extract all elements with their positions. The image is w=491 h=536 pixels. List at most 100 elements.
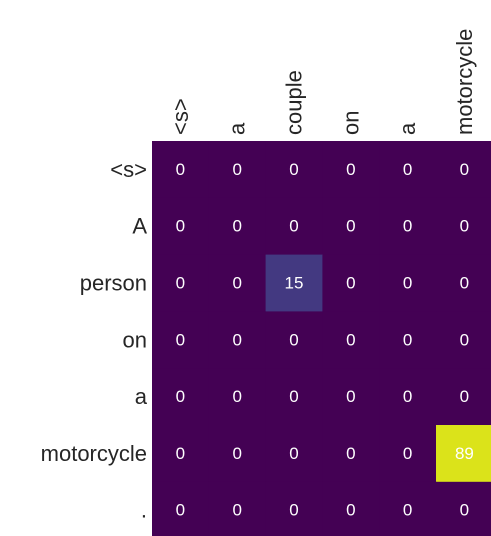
heatmap-cell-r4-c3	[322, 368, 380, 426]
column-label-a-4: a	[395, 122, 420, 135]
cell-value-label-r2-c3: 0	[346, 274, 355, 293]
cell-value-label-r1-c2: 0	[289, 217, 298, 236]
cell-value-label-r6-c5: 0	[460, 501, 469, 520]
column-label-a-1: a	[225, 122, 250, 135]
heatmap-cell-r5-c0	[152, 425, 210, 483]
heatmap-cell-r0-c1	[208, 141, 267, 199]
heatmap-cell-r5-c1	[208, 425, 267, 483]
heatmap-cell-r6-c2	[265, 481, 323, 536]
column-label-s-0: <s>	[168, 98, 193, 135]
cell-value-label-r6-c1: 0	[232, 501, 241, 520]
row-label-s-0: <s>	[110, 157, 147, 182]
heatmap-cells: 0 0 0 0 0 0 0 0 0 0 0 0 0 0 15 0 0 0 0 0 0 0 0 0 0 0 0 0 0 0 0 0 0 0 0 89 0 0…	[152, 141, 491, 536]
cell-value-label-r3-c0: 0	[176, 330, 185, 349]
cell-value-label-r0-c4: 0	[403, 160, 412, 179]
heatmap-cell-r3-c0	[152, 311, 210, 369]
cell-value-label-r2-c5: 0	[460, 274, 469, 293]
cell-value-label-r4-c2: 0	[289, 387, 298, 406]
heatmap-cell-r6-c0	[152, 481, 210, 536]
cell-value-label-r3-c1: 0	[232, 330, 241, 349]
heatmap-cell-r5-c5	[436, 425, 491, 483]
cell-value-label-r0-c1: 0	[232, 160, 241, 179]
heatmap-cell-r0-c4	[379, 141, 437, 199]
heatmap-cell-r5-c2	[265, 425, 323, 483]
heatmap-cell-r5-c3	[322, 425, 380, 483]
cell-value-label-r0-c5: 0	[460, 160, 469, 179]
column-label-couple-2: couple	[282, 70, 307, 135]
column-label-motorcycle-5: motorcycle	[452, 29, 477, 135]
heatmap-cell-r2-c0	[152, 254, 210, 312]
cell-value-label-r4-c3: 0	[346, 387, 355, 406]
row-label-person-2: person	[80, 271, 147, 296]
heatmap-cell-r4-c0	[152, 368, 210, 426]
row-label-motorcycle-5: motorcycle	[41, 441, 147, 466]
cell-value-label-r1-c1: 0	[232, 217, 241, 236]
cell-value-label-r6-c3: 0	[346, 501, 355, 520]
cell-value-label-r1-c4: 0	[403, 217, 412, 236]
cell-value-label-r3-c2: 0	[289, 330, 298, 349]
heatmap-cell-r4-c2	[265, 368, 323, 426]
heatmap-cell-r3-c5	[436, 311, 491, 369]
cell-value-label-r5-c4: 0	[403, 444, 412, 463]
row-label-a-1: A	[132, 214, 147, 239]
cell-value-label-r5-c1: 0	[232, 444, 241, 463]
heatmap-cell-r2-c3	[322, 254, 380, 312]
cell-value-label-r1-c5: 0	[460, 217, 469, 236]
cell-value-label-r0-c3: 0	[346, 160, 355, 179]
cell-value-label-r5-c3: 0	[346, 444, 355, 463]
cell-value-label-r0-c0: 0	[176, 160, 185, 179]
heatmap-cell-r0-c0	[152, 141, 210, 199]
cell-value-label-r5-c0: 0	[176, 444, 185, 463]
heatmap-cell-r6-c4	[379, 481, 437, 536]
heatmap-cell-r1-c5	[436, 197, 491, 256]
heatmap-cell-r3-c3	[322, 311, 380, 369]
heatmap-cell-r4-c1	[208, 368, 267, 426]
cell-value-label-r1-c0: 0	[176, 217, 185, 236]
row-label-symbol-6: .	[141, 498, 147, 523]
heatmap-cell-r2-c4	[379, 254, 437, 312]
heatmap-cell-r2-c2	[265, 254, 323, 312]
cell-value-label-r5-c5: 89	[455, 444, 474, 463]
heatmap-cell-r4-c4	[379, 368, 437, 426]
heatmap-cell-r3-c4	[379, 311, 437, 369]
cell-value-label-r3-c4: 0	[403, 330, 412, 349]
cell-value-label-r6-c0: 0	[176, 501, 185, 520]
column-label-on-3: on	[338, 111, 363, 135]
heatmap-cell-r1-c0	[152, 197, 210, 256]
heatmap-cell-r0-c5	[436, 141, 491, 199]
cell-value-label-r6-c2: 0	[289, 501, 298, 520]
heatmap-cell-r0-c2	[265, 141, 323, 199]
cell-value-label-r0-c2: 0	[289, 160, 298, 179]
row-label-a-4: a	[135, 384, 148, 409]
heatmap-cell-r6-c3	[322, 481, 380, 536]
heatmap-cell-r1-c3	[322, 197, 380, 256]
row-label-on-3: on	[123, 327, 147, 352]
cell-value-label-r1-c3: 0	[346, 217, 355, 236]
heatmap-cell-r1-c1	[208, 197, 267, 256]
cell-value-label-r2-c0: 0	[176, 274, 185, 293]
cell-value-label-r4-c0: 0	[176, 387, 185, 406]
cell-value-label-r2-c4: 0	[403, 274, 412, 293]
cell-value-label-r4-c4: 0	[403, 387, 412, 406]
column-labels: <s> a couple on a motorcycle	[168, 29, 477, 135]
cell-value-label-r3-c3: 0	[346, 330, 355, 349]
heatmap-cell-r2-c1	[208, 254, 267, 312]
cell-value-label-r4-c1: 0	[232, 387, 241, 406]
heatmap-cell-r6-c1	[208, 481, 267, 536]
heatmap-cell-r0-c3	[322, 141, 380, 199]
heatmap-cell-r4-c5	[436, 368, 491, 426]
heatmap-cell-r1-c4	[379, 197, 437, 256]
heatmap-cell-r3-c2	[265, 311, 323, 369]
heatmap-cell-r2-c5	[436, 254, 491, 312]
heatmap-cell-r6-c5	[436, 481, 491, 536]
cell-value-label-r2-c1: 0	[232, 274, 241, 293]
cell-value-label-r3-c5: 0	[460, 330, 469, 349]
cell-value-label-r4-c5: 0	[460, 387, 469, 406]
heatmap-cell-r5-c4	[379, 425, 437, 483]
cell-value-label-r2-c2: 15	[285, 274, 304, 293]
cell-value-label-r6-c4: 0	[403, 501, 412, 520]
cell-value-label-r5-c2: 0	[289, 444, 298, 463]
heatmap-cell-r1-c2	[265, 197, 323, 256]
